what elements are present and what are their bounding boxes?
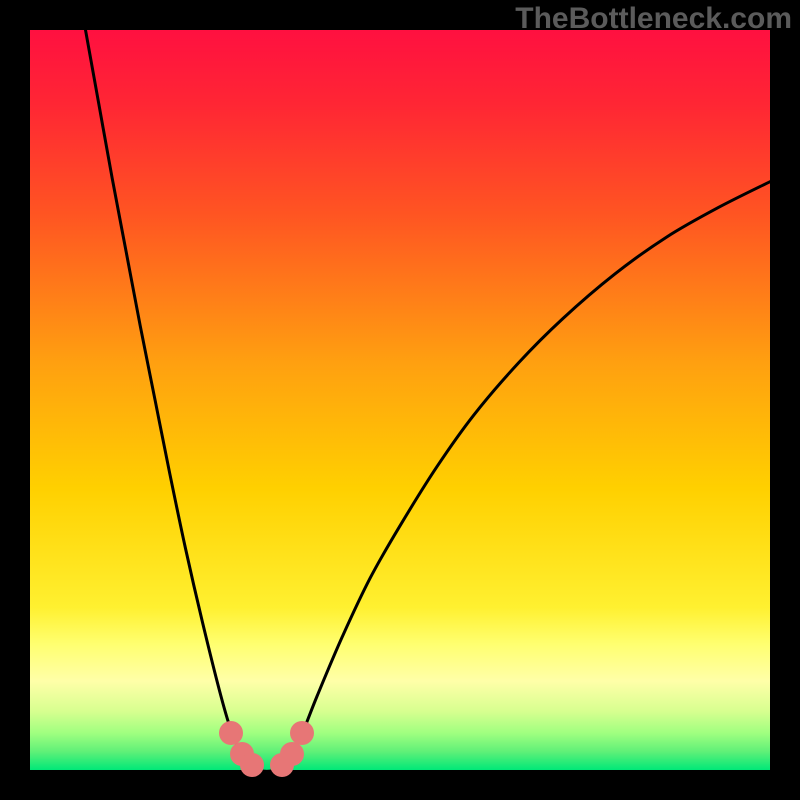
data-marker [280, 742, 304, 766]
chart-frame: TheBottleneck.com [0, 0, 800, 800]
data-marker [240, 753, 264, 777]
watermark-text: TheBottleneck.com [515, 2, 792, 36]
bottleneck-curve [86, 30, 771, 771]
curve-layer [0, 0, 800, 800]
